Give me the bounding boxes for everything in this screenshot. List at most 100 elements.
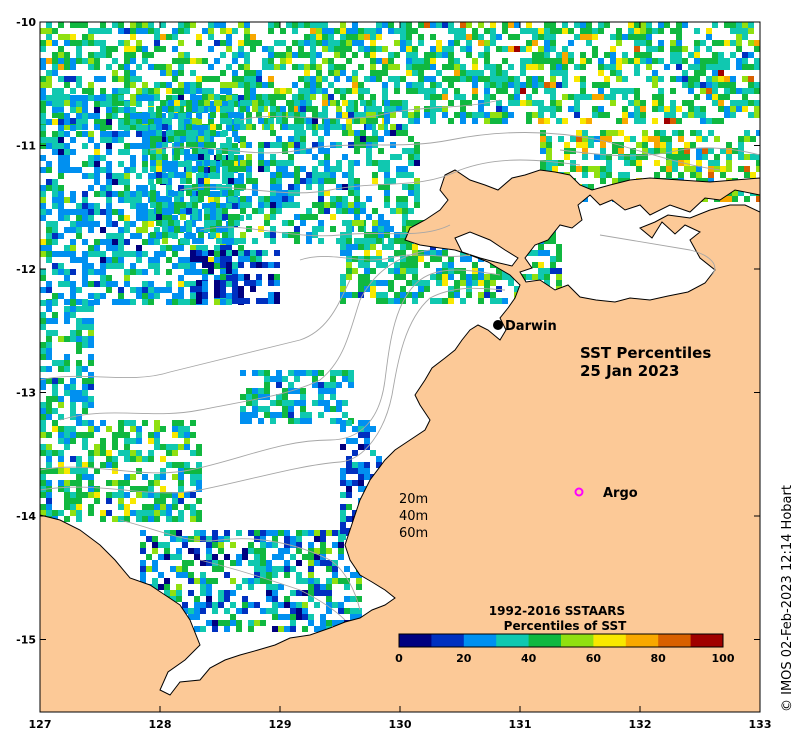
sst-pixel xyxy=(244,64,250,70)
sst-pixel xyxy=(172,88,178,94)
sst-pixel xyxy=(64,281,70,287)
sst-pixel xyxy=(346,468,352,474)
depth-legend-60m: 60m xyxy=(399,526,428,541)
sst-pixel xyxy=(228,226,234,232)
sst-pixel xyxy=(64,161,70,167)
sst-pixel xyxy=(292,52,298,58)
sst-pixel xyxy=(118,245,124,251)
sst-pixel xyxy=(358,28,364,34)
sst-pixel xyxy=(174,106,180,112)
sst-pixel xyxy=(676,64,682,70)
sst-pixel xyxy=(142,149,148,155)
sst-pixel xyxy=(106,197,112,203)
sst-pixel xyxy=(178,143,184,149)
sst-pixel xyxy=(58,426,64,432)
sst-pixel xyxy=(430,100,436,106)
sst-pixel xyxy=(332,620,338,626)
sst-pixel xyxy=(550,46,556,52)
sst-pixel xyxy=(130,474,136,480)
sst-pixel xyxy=(152,566,158,572)
sst-pixel xyxy=(170,590,176,596)
sst-pixel xyxy=(82,263,88,269)
sst-pixel xyxy=(220,280,226,286)
sst-pixel xyxy=(288,100,294,106)
sst-pixel xyxy=(196,444,202,450)
sst-pixel xyxy=(592,46,598,52)
sst-pixel xyxy=(70,408,76,414)
sst-pixel xyxy=(484,94,490,100)
sst-pixel xyxy=(106,275,112,281)
sst-pixel xyxy=(230,590,236,596)
sst-pixel xyxy=(604,94,610,100)
sst-pixel xyxy=(294,214,300,220)
sst-pixel xyxy=(82,251,88,257)
sst-pixel xyxy=(240,412,246,418)
sst-pixel xyxy=(160,82,166,88)
sst-pixel xyxy=(616,58,622,64)
sst-pixel xyxy=(196,149,202,155)
sst-pixel xyxy=(234,112,240,118)
sst-pixel xyxy=(720,148,726,154)
sst-pixel xyxy=(182,536,188,542)
sst-pixel xyxy=(172,46,178,52)
sst-pixel xyxy=(346,244,352,250)
sst-pixel xyxy=(58,76,64,82)
sst-pixel xyxy=(226,250,232,256)
sst-pixel xyxy=(406,40,412,46)
sst-pixel xyxy=(376,106,382,112)
sst-pixel xyxy=(202,88,208,94)
sst-pixel xyxy=(448,298,454,304)
sst-pixel xyxy=(230,620,236,626)
sst-pixel xyxy=(52,426,58,432)
sst-pixel xyxy=(200,530,206,536)
sst-pixel xyxy=(310,40,316,46)
sst-pixel xyxy=(490,274,496,280)
sst-pixel xyxy=(130,450,136,456)
sst-pixel xyxy=(720,196,726,202)
sst-pixel xyxy=(176,590,182,596)
sst-pixel xyxy=(562,28,568,34)
sst-pixel xyxy=(240,196,246,202)
sst-pixel xyxy=(228,166,234,172)
sst-pixel xyxy=(324,406,330,412)
sst-pixel xyxy=(124,125,130,131)
sst-pixel xyxy=(742,52,748,58)
sst-pixel xyxy=(304,22,310,28)
sst-pixel xyxy=(198,166,204,172)
sst-pixel xyxy=(40,510,46,516)
sst-pixel xyxy=(76,203,82,209)
sst-pixel xyxy=(166,257,172,263)
sst-pixel xyxy=(664,118,670,124)
y-tick-label: -12 xyxy=(16,263,36,276)
sst-pixel xyxy=(430,64,436,70)
sst-pixel xyxy=(94,209,100,215)
sst-pixel xyxy=(222,190,228,196)
sst-pixel xyxy=(148,432,154,438)
sst-pixel xyxy=(162,118,168,124)
sst-pixel xyxy=(228,112,234,118)
sst-pixel xyxy=(726,142,732,148)
sst-pixel xyxy=(330,118,336,124)
sst-pixel xyxy=(332,560,338,566)
sst-pixel xyxy=(154,227,160,233)
sst-pixel xyxy=(610,94,616,100)
sst-pixel xyxy=(256,274,262,280)
sst-pixel xyxy=(270,196,276,202)
sst-pixel xyxy=(664,106,670,112)
sst-pixel xyxy=(394,232,400,238)
sst-pixel xyxy=(166,492,172,498)
sst-pixel xyxy=(382,64,388,70)
sst-pixel xyxy=(678,160,684,166)
sst-pixel xyxy=(196,298,202,304)
sst-pixel xyxy=(418,76,424,82)
sst-pixel xyxy=(46,34,52,40)
sst-pixel xyxy=(304,94,310,100)
sst-pixel xyxy=(148,257,154,263)
sst-pixel xyxy=(106,64,112,70)
sst-pixel xyxy=(588,142,594,148)
sst-pixel xyxy=(342,130,348,136)
sst-pixel xyxy=(202,94,208,100)
sst-pixel xyxy=(82,34,88,40)
sst-pixel xyxy=(234,118,240,124)
sst-pixel xyxy=(220,118,226,124)
